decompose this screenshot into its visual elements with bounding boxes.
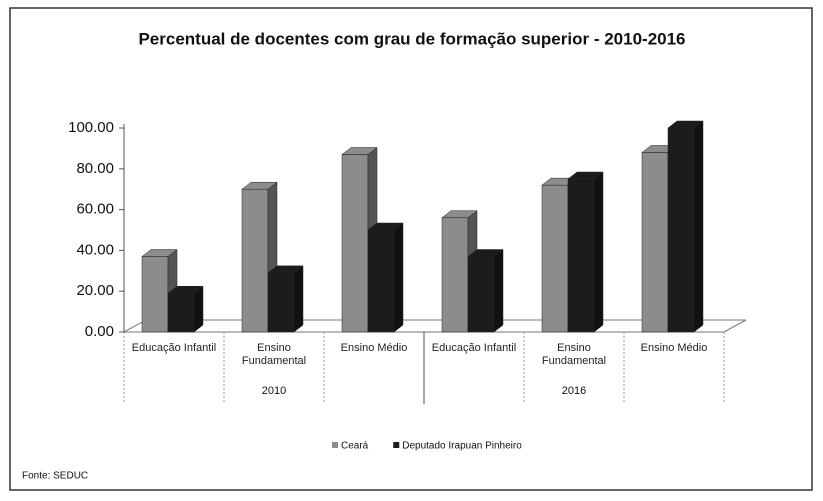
bar-front bbox=[567, 178, 595, 333]
bar-side bbox=[593, 171, 604, 333]
bar-front bbox=[167, 292, 195, 333]
bar-front bbox=[141, 256, 169, 333]
y-tick-label: 60.00 bbox=[76, 201, 114, 218]
bar-front bbox=[641, 152, 669, 333]
y-tick-label: 40.00 bbox=[76, 241, 114, 258]
legend-swatch bbox=[332, 442, 338, 448]
y-tick-label: 0.00 bbox=[85, 323, 114, 340]
x-tick-label: Ensino Fundamental bbox=[541, 342, 607, 367]
x-tick-label: Educação Infantil bbox=[131, 342, 217, 354]
y-tick-label: 80.00 bbox=[76, 160, 114, 177]
bar-top bbox=[441, 210, 478, 219]
legend-label: Ceará bbox=[341, 441, 369, 452]
legend-swatch bbox=[393, 442, 400, 448]
bar bbox=[167, 285, 204, 333]
bar-front bbox=[241, 188, 269, 333]
bar-top bbox=[341, 147, 378, 155]
group-label: 2010 bbox=[262, 385, 286, 397]
bar-top bbox=[241, 181, 278, 190]
bar bbox=[367, 222, 404, 333]
bar-front bbox=[467, 256, 495, 333]
bar-front bbox=[541, 184, 569, 333]
chart-title: Percentual de docentes com grau de forma… bbox=[138, 29, 685, 48]
bar-front bbox=[367, 229, 395, 333]
bar-front bbox=[667, 127, 695, 333]
x-tick-label: Ensino Médio bbox=[340, 342, 408, 354]
bar-side bbox=[493, 249, 504, 333]
bar-front bbox=[267, 272, 295, 333]
y-tick-label: 100.00 bbox=[68, 119, 114, 136]
bar bbox=[567, 171, 604, 333]
x-tick-label: Ensino Médio bbox=[640, 342, 708, 354]
group-label: 2016 bbox=[562, 385, 586, 397]
bar-top bbox=[467, 249, 504, 257]
y-tick-label: 20.00 bbox=[76, 282, 114, 299]
bar-side bbox=[393, 222, 404, 333]
bar-side bbox=[293, 265, 304, 333]
bar-front bbox=[441, 217, 469, 333]
bar bbox=[667, 120, 704, 333]
bar-top bbox=[167, 285, 204, 294]
bar bbox=[467, 249, 504, 333]
bar-top bbox=[567, 171, 604, 180]
bar-top bbox=[267, 265, 304, 274]
bar bbox=[267, 265, 304, 333]
source: Fonte: SEDUC bbox=[22, 471, 88, 482]
bar-top bbox=[141, 249, 178, 257]
bar-top bbox=[667, 120, 704, 129]
bar-side bbox=[193, 285, 204, 333]
legend-label: Deputado Irapuan Pinheiro bbox=[402, 441, 522, 452]
x-tick-label: Ensino Fundamental bbox=[241, 342, 307, 367]
x-tick-label: Educação Infantil bbox=[431, 342, 517, 354]
bar-top bbox=[367, 222, 404, 231]
bar-side bbox=[693, 120, 704, 333]
bar-front bbox=[341, 154, 369, 333]
